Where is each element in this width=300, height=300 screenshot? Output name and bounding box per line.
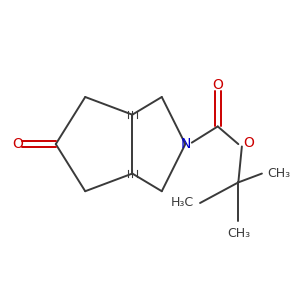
Text: CH₃: CH₃ bbox=[267, 167, 290, 180]
Text: O: O bbox=[12, 137, 23, 151]
Text: H₃C: H₃C bbox=[170, 196, 194, 209]
Text: N: N bbox=[180, 137, 190, 151]
Text: O: O bbox=[212, 78, 223, 92]
Text: O: O bbox=[244, 136, 254, 150]
Text: CH₃: CH₃ bbox=[227, 227, 250, 240]
